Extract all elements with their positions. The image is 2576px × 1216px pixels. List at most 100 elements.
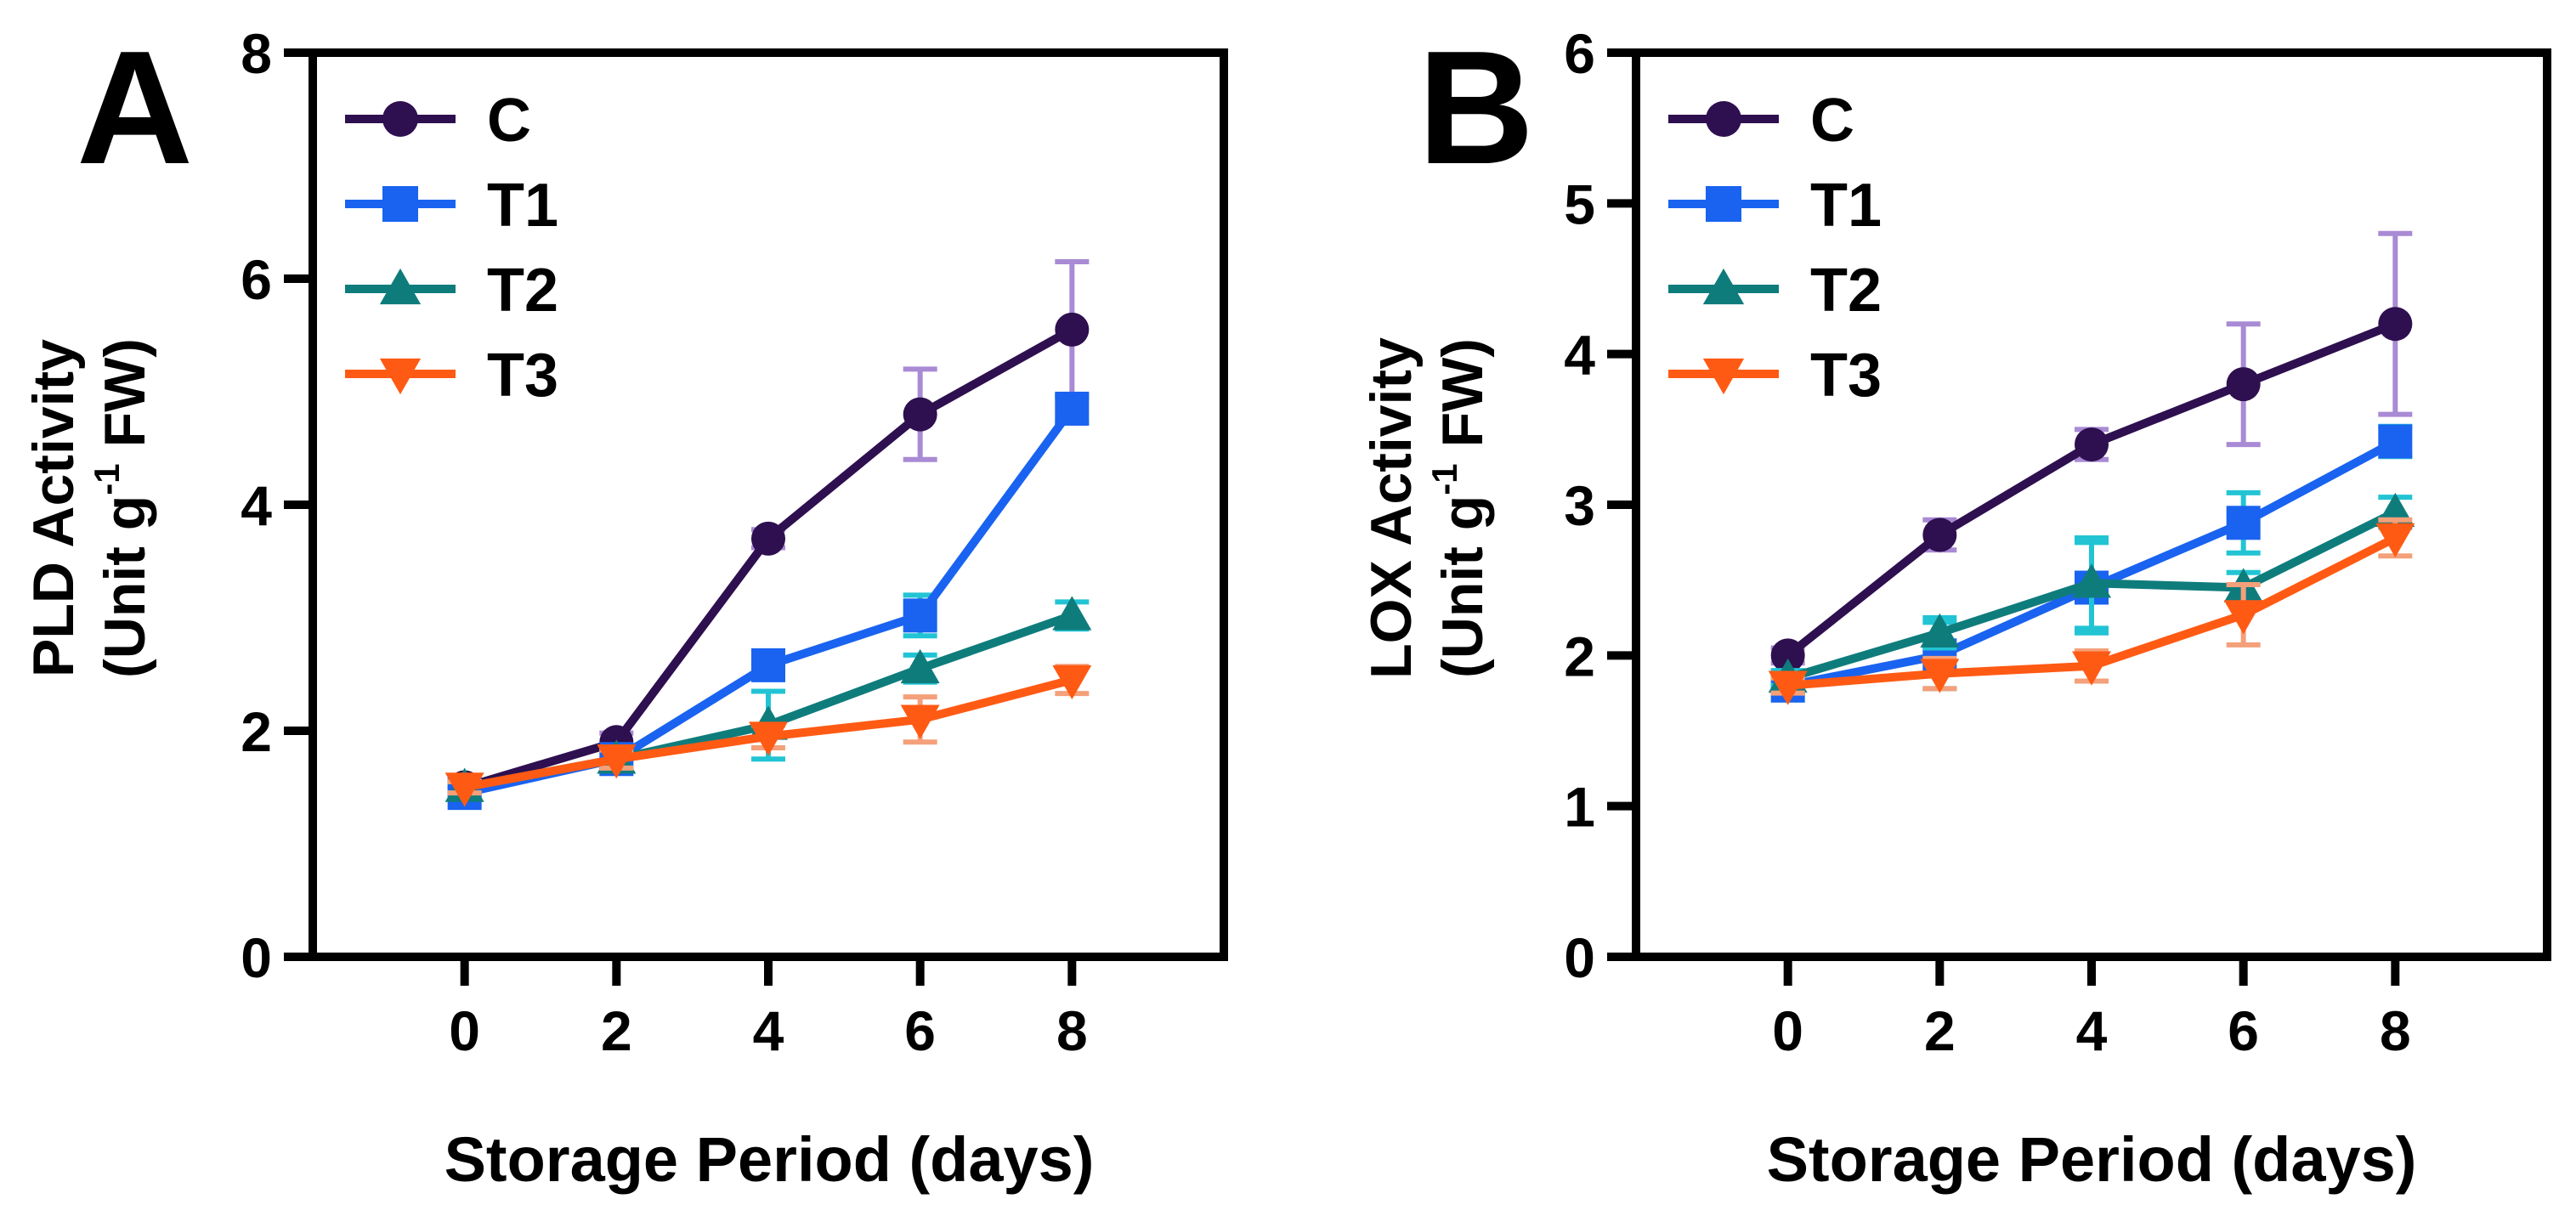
legend-item-t1: T1 (1668, 172, 1882, 240)
legend-label: T1 (487, 172, 558, 240)
legend-marker (382, 101, 418, 137)
x-tick-label: 8 (2380, 999, 2411, 1062)
data-point (751, 648, 785, 682)
legend-marker (379, 268, 422, 305)
legend-label: C (487, 87, 531, 155)
y-axis-title-b: LOX Activity (Unit g-1 FW) (1359, 337, 1495, 679)
y-tick-label: 0 (1564, 926, 1595, 989)
x-tick-label: 6 (904, 999, 936, 1062)
y-tick-label: 6 (241, 248, 272, 311)
data-point (903, 598, 937, 633)
legend-label: T3 (1810, 342, 1882, 410)
data-point (751, 521, 785, 556)
data-point (1052, 665, 1092, 700)
data-point (2072, 563, 2111, 598)
data-point (1768, 670, 1808, 705)
y-tick-label: 4 (1564, 324, 1595, 387)
data-point (2226, 506, 2261, 540)
y-tick-label: 3 (1564, 474, 1595, 537)
panel-b: B LOX Activity (Unit g-1 FW) Storage Per… (1359, 18, 2551, 1195)
panel-a: A PLD Activity (Unit g-1 FW) Storage Per… (21, 18, 1228, 1195)
data-point (1052, 596, 1092, 631)
plot-area-a (444, 259, 1092, 811)
x-tick-label: 4 (753, 999, 784, 1062)
x-tick-label: 2 (601, 999, 632, 1062)
legend-marker (1702, 268, 1745, 305)
y-ticks-b: 0 1 2 3 4 5 6 (1564, 22, 1636, 989)
y-axis-title-b-line2: (Unit g-1 FW) (1424, 338, 1495, 678)
legend-marker (1706, 186, 1741, 222)
y-axis-title-b-line1: LOX Activity (1359, 337, 1424, 679)
x-tick-label: 2 (1924, 999, 1956, 1062)
legend-item-c: C (1668, 87, 1854, 155)
legend-marker (379, 358, 422, 395)
legend-label: T2 (487, 257, 558, 325)
x-tick-label: 8 (1056, 999, 1088, 1062)
x-tick-label: 6 (2228, 999, 2259, 1062)
y-axis-title-b-line2-end: FW) (1430, 338, 1495, 463)
y-tick-label: 6 (1564, 22, 1595, 85)
data-point (597, 744, 637, 779)
data-point (2375, 523, 2415, 558)
data-point (1922, 518, 1957, 552)
plot-area-b (1768, 230, 2415, 705)
data-point (2223, 600, 2263, 635)
x-ticks-b: 0 2 4 6 8 (1772, 957, 2411, 1062)
legend-label: T3 (487, 342, 558, 410)
y-tick-label: 5 (1564, 173, 1595, 235)
series-c-b (1770, 230, 2413, 673)
panel-label-b: B (1418, 18, 1534, 198)
legend-label: C (1810, 87, 1854, 155)
legend-item-t2: T2 (345, 257, 558, 325)
x-tick-label: 0 (1772, 999, 1803, 1062)
data-point (1770, 638, 1805, 673)
data-point (900, 704, 940, 739)
data-point (749, 721, 788, 756)
y-tick-label: 2 (1564, 625, 1595, 687)
legend-a: C T1 T2 T3 (345, 87, 558, 410)
y-axis-title-a-line2: (Unit g-1 FW) (87, 338, 157, 678)
data-point (903, 397, 937, 432)
data-point (900, 648, 940, 684)
y-tick-label: 2 (241, 700, 272, 763)
legend-marker (1702, 358, 1745, 395)
data-point (2226, 367, 2261, 402)
legend-item-t1: T1 (345, 172, 558, 240)
legend-item-t3: T3 (1668, 342, 1882, 410)
data-point (1055, 391, 1090, 426)
legend-label: T1 (1810, 172, 1882, 240)
legend-marker (1706, 101, 1741, 137)
y-tick-label: 8 (241, 22, 272, 85)
y-axis-title-a-line1: PLD Activity (21, 339, 86, 677)
data-point (2378, 424, 2413, 459)
x-axis-title-b: Storage Period (days) (1767, 1124, 2417, 1195)
y-axis-title-a-line2-main: (Unit g (93, 495, 157, 678)
y-tick-label: 4 (241, 474, 272, 537)
series-t3-b (1768, 517, 2415, 705)
data-point (1920, 659, 1960, 693)
x-axis-title-a: Storage Period (days) (444, 1124, 1095, 1195)
x-ticks-a: 0 2 4 6 8 (449, 957, 1088, 1062)
y-axis-title-a-line2-sup: -1 (87, 463, 127, 495)
data-point (444, 772, 484, 807)
y-ticks-a: 0 2 4 6 8 (241, 22, 313, 989)
plot-frame-a (309, 48, 1228, 961)
data-point (1055, 312, 1090, 347)
x-tick-label: 0 (449, 999, 480, 1062)
x-tick-label: 4 (2076, 999, 2108, 1062)
data-point (1920, 613, 1960, 648)
data-point (2072, 651, 2111, 686)
y-axis-title-a: PLD Activity (Unit g-1 FW) (21, 338, 157, 678)
data-point (2378, 307, 2413, 342)
legend-marker (382, 186, 418, 222)
series-t3-a (444, 664, 1092, 807)
y-axis-title-a-line2-end: FW) (93, 338, 157, 463)
y-tick-label: 1 (1564, 776, 1595, 839)
y-axis-title-b-line2-sup: -1 (1424, 463, 1464, 495)
legend-b: C T1 T2 T3 (1668, 87, 1882, 410)
legend-item-t3: T3 (345, 342, 558, 410)
legend-label: T2 (1810, 257, 1882, 325)
legend-item-c: C (345, 87, 531, 155)
panel-label-a: A (76, 18, 193, 198)
